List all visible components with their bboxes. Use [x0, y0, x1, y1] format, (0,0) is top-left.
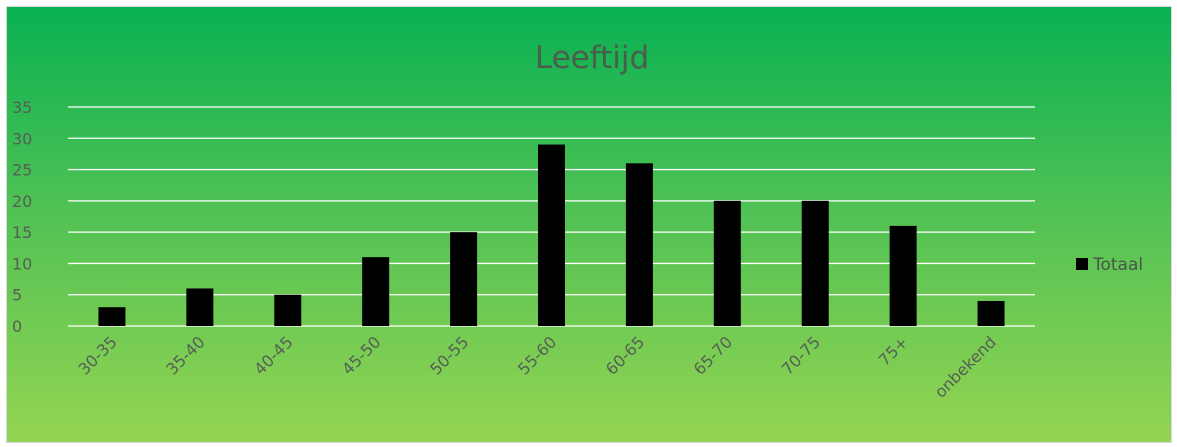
legend-label: Totaal	[1092, 255, 1143, 275]
x-axis-ticks: 30-35 35-40 40-45 45-50 50-55 55-60 60-65 65-70…	[74, 332, 999, 401]
x-tick-label: 65-70	[690, 332, 736, 378]
x-tick-label: onbekend	[931, 332, 1000, 401]
chart-area	[6, 6, 1172, 443]
y-tick-label: 25	[12, 161, 32, 180]
y-tick-label: 15	[12, 223, 32, 242]
legend: Totaal	[1076, 255, 1143, 275]
bar-40-45	[274, 294, 302, 326]
x-tick-label: 45-50	[338, 332, 384, 378]
bar-onbekend	[977, 300, 1005, 326]
bars	[98, 144, 1005, 326]
x-tick-label: 50-55	[426, 332, 472, 378]
y-tick-label: 5	[12, 286, 22, 305]
bar-45-50	[362, 257, 390, 326]
x-tick-label: 60-65	[602, 332, 648, 378]
bar-50-55	[450, 232, 478, 326]
bar-30-35	[98, 307, 126, 326]
bar-70-75	[801, 200, 829, 326]
bar-60-65	[625, 163, 653, 326]
y-tick-label: 30	[12, 129, 32, 148]
x-tick-label: 30-35	[74, 332, 120, 378]
bar-65-70	[713, 200, 741, 326]
y-tick-label: 10	[12, 254, 32, 273]
x-tick-label: 55-60	[514, 332, 560, 378]
x-tick-label: 75+	[875, 332, 912, 369]
legend-swatch	[1076, 258, 1088, 270]
bar-55-60	[538, 144, 565, 326]
y-tick-label: 20	[12, 192, 32, 211]
bar-75+	[889, 225, 917, 326]
bar-35-40	[186, 288, 214, 326]
chart-title: Leeftijd	[535, 40, 649, 76]
x-tick-label: 35-40	[162, 332, 208, 378]
y-axis-ticks: 0 5 10 15 20 25 30 35	[12, 98, 32, 336]
y-tick-label: 0	[12, 317, 22, 336]
x-tick-label: 70-75	[778, 332, 824, 378]
y-tick-label: 35	[12, 98, 32, 117]
x-tick-label: 40-45	[250, 332, 296, 378]
